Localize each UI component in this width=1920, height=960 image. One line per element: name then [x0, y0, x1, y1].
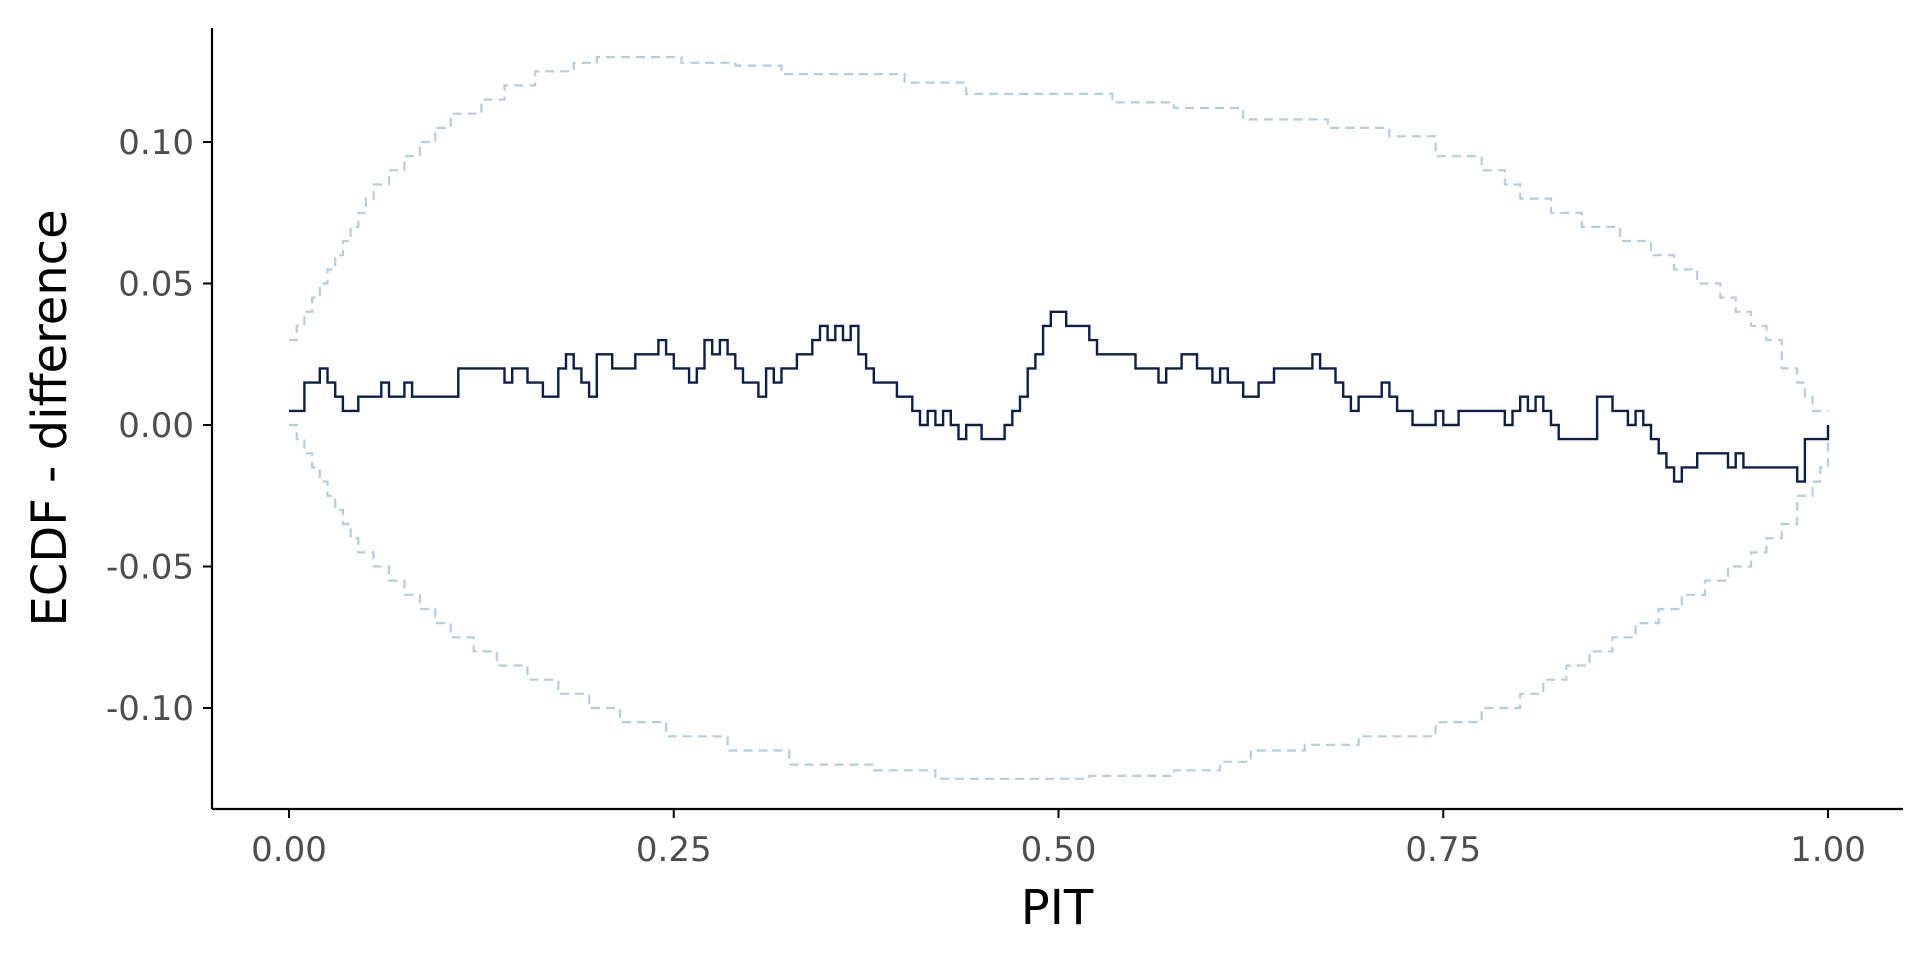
x-tick-label: 0.75	[1405, 830, 1481, 870]
y-tick-label: -0.10	[106, 689, 194, 729]
y-tick-label: -0.05	[106, 548, 194, 588]
x-tick-label: 0.25	[636, 830, 712, 870]
y-tick-label: 0.10	[118, 123, 194, 163]
ecdf-difference-line	[289, 310, 1830, 483]
x-ticks: 0.00 0.25 0.50 0.75 1.00	[251, 809, 1866, 870]
y-ticks: -0.10 -0.05 0.00 0.05 0.10	[106, 123, 212, 729]
x-tick-label: 0.00	[251, 830, 327, 870]
y-tick-label: 0.05	[118, 265, 194, 305]
ecdf-difference-group	[289, 310, 1830, 483]
confidence-band-group	[289, 56, 1830, 780]
x-axis-title: PIT	[1021, 880, 1094, 936]
x-tick-label: 1.00	[1790, 830, 1866, 870]
upper-confidence-band	[289, 56, 1828, 412]
x-tick-label: 0.50	[1021, 830, 1097, 870]
y-axis-title: ECDF - difference	[22, 209, 78, 626]
y-tick-label: 0.00	[118, 406, 194, 446]
lower-confidence-band	[289, 423, 1830, 780]
